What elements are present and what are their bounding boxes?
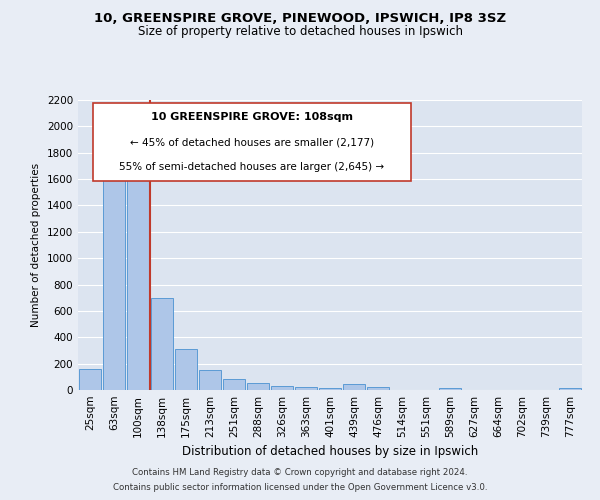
Text: Contains public sector information licensed under the Open Government Licence v3: Contains public sector information licen… — [113, 483, 487, 492]
Bar — [79, 369, 101, 390]
Text: Size of property relative to detached houses in Ipswich: Size of property relative to detached ho… — [137, 25, 463, 38]
Text: 55% of semi-detached houses are larger (2,645) →: 55% of semi-detached houses are larger (… — [119, 162, 385, 172]
Text: ← 45% of detached houses are smaller (2,177): ← 45% of detached houses are smaller (2,… — [130, 137, 374, 147]
Bar — [103, 180, 125, 390]
Bar — [319, 388, 341, 390]
Bar — [223, 380, 245, 390]
Bar — [199, 370, 221, 390]
Bar — [367, 388, 389, 390]
Bar — [151, 298, 173, 390]
Bar — [343, 384, 365, 390]
Text: 10 GREENSPIRE GROVE: 108sqm: 10 GREENSPIRE GROVE: 108sqm — [151, 112, 353, 122]
Text: Contains HM Land Registry data © Crown copyright and database right 2024.: Contains HM Land Registry data © Crown c… — [132, 468, 468, 477]
FancyBboxPatch shape — [93, 103, 410, 181]
Text: 10, GREENSPIRE GROVE, PINEWOOD, IPSWICH, IP8 3SZ: 10, GREENSPIRE GROVE, PINEWOOD, IPSWICH,… — [94, 12, 506, 26]
Bar — [127, 158, 149, 390]
Bar — [175, 349, 197, 390]
Bar — [271, 386, 293, 390]
X-axis label: Distribution of detached houses by size in Ipswich: Distribution of detached houses by size … — [182, 446, 478, 458]
Bar — [439, 388, 461, 390]
Bar — [295, 388, 317, 390]
Bar — [559, 388, 581, 390]
Bar — [247, 384, 269, 390]
Y-axis label: Number of detached properties: Number of detached properties — [31, 163, 41, 327]
